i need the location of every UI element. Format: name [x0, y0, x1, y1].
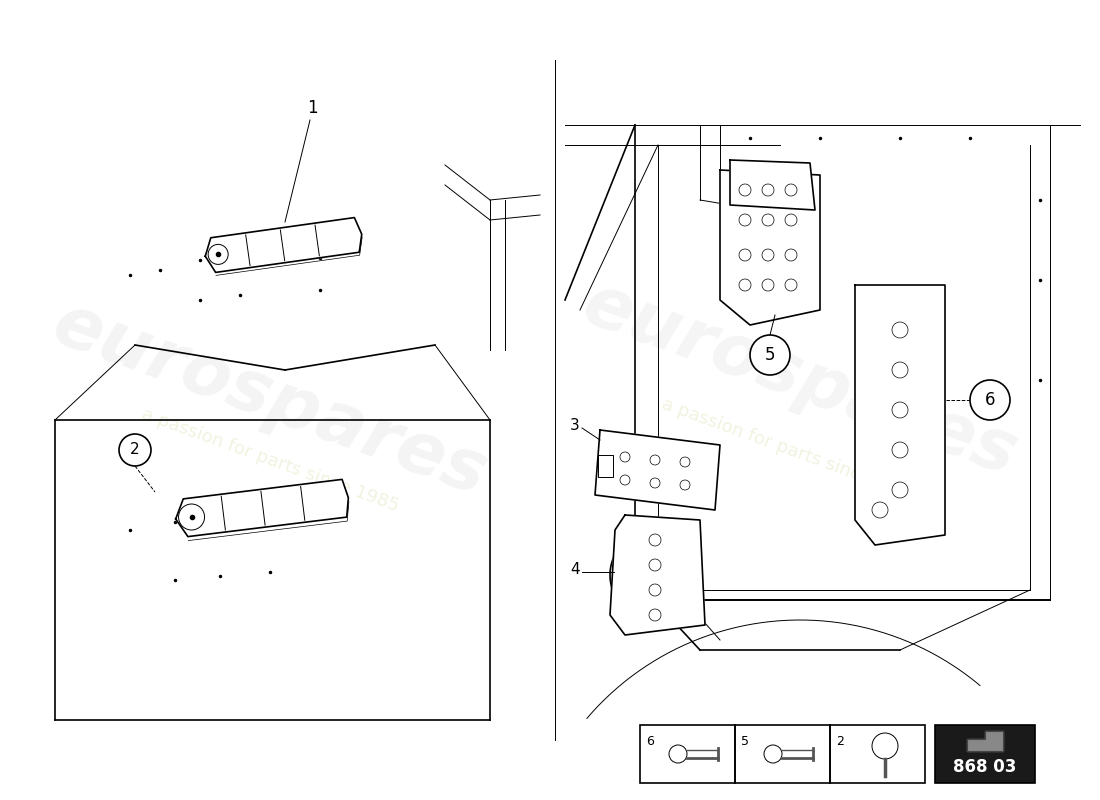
Text: 4: 4: [570, 562, 580, 578]
Text: 3: 3: [570, 418, 580, 433]
Polygon shape: [595, 430, 720, 510]
Text: 868 03: 868 03: [954, 758, 1016, 776]
Text: eurospares: eurospares: [573, 270, 1026, 490]
Bar: [830, 725, 925, 783]
Text: 2: 2: [130, 442, 140, 458]
Circle shape: [750, 335, 790, 375]
Text: 6: 6: [646, 735, 653, 748]
Bar: [935, 725, 1035, 783]
Text: a passion for parts since 1985: a passion for parts since 1985: [139, 405, 402, 515]
Text: eurospares: eurospares: [44, 290, 496, 510]
Text: 1: 1: [307, 99, 317, 117]
Text: 5: 5: [764, 346, 776, 364]
Polygon shape: [720, 170, 820, 325]
Polygon shape: [206, 218, 362, 273]
Bar: [640, 725, 735, 783]
Polygon shape: [176, 479, 349, 537]
Polygon shape: [967, 731, 1003, 751]
Bar: [735, 725, 830, 783]
Bar: [598, 455, 613, 477]
Polygon shape: [610, 515, 705, 635]
Text: 6: 6: [984, 391, 996, 409]
Text: 2: 2: [836, 735, 844, 748]
Text: 5: 5: [741, 735, 749, 748]
Text: a passion for parts since 1985: a passion for parts since 1985: [659, 395, 921, 505]
Polygon shape: [855, 285, 945, 545]
Polygon shape: [730, 160, 815, 210]
Circle shape: [970, 380, 1010, 420]
